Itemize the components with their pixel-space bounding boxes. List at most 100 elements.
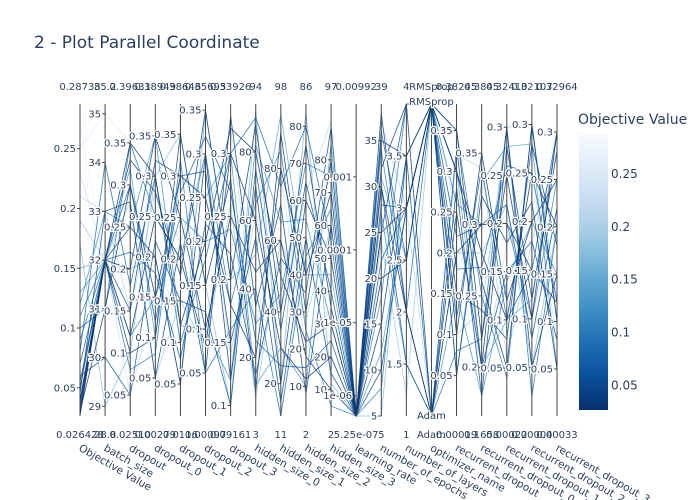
tick-label: 0.05 bbox=[179, 369, 201, 380]
axis-min-label: 0.00019 bbox=[436, 430, 477, 441]
tick-label: 0.35 bbox=[179, 106, 201, 117]
tick-label: 80 bbox=[264, 164, 277, 175]
axis-min-label: 0.026428 bbox=[56, 430, 104, 441]
tick-label: 1e-05 bbox=[323, 318, 352, 329]
tick-label: 0.15 bbox=[430, 289, 452, 300]
axis-max-label: 0.00992 bbox=[335, 82, 376, 93]
category-label: RMSprop bbox=[409, 97, 454, 108]
tick-label: 35 bbox=[365, 136, 378, 147]
axis-min-label: 0.00097 bbox=[185, 430, 226, 441]
tick-label: 29 bbox=[88, 402, 101, 413]
trial-line bbox=[79, 102, 558, 417]
tick-label: 10 bbox=[314, 385, 327, 396]
tick-label: 0.15 bbox=[104, 307, 126, 318]
tick-label: 0.05 bbox=[506, 363, 528, 374]
axis-min-label: Adam bbox=[417, 430, 446, 441]
axis-max-label: 98 bbox=[274, 82, 287, 93]
tick-label: 30 bbox=[314, 320, 327, 331]
tick-label: 0.3 bbox=[437, 167, 453, 178]
tick-label: 40 bbox=[264, 308, 277, 319]
tick-label: 0.1 bbox=[437, 330, 453, 341]
axis-max-label: 4 bbox=[403, 82, 409, 93]
tick-label: 0.05 bbox=[54, 383, 76, 394]
tick-label: 10 bbox=[365, 366, 378, 377]
tick-label: 0.2 bbox=[135, 252, 151, 263]
tick-label: 0.3 bbox=[512, 120, 528, 131]
trial-line bbox=[79, 102, 558, 417]
tick-label: 50 bbox=[314, 254, 327, 265]
tick-label: 0.15 bbox=[154, 296, 176, 307]
tick-label: 0.25 bbox=[506, 169, 528, 180]
tick-label: 31 bbox=[88, 304, 101, 315]
trial-line bbox=[79, 103, 558, 417]
tick-label: 0.15 bbox=[129, 293, 151, 304]
trial-line bbox=[79, 135, 558, 418]
tick-label: 30 bbox=[88, 353, 101, 364]
axis-max-label: 0.3845 bbox=[464, 82, 499, 93]
trial-line bbox=[79, 103, 558, 417]
tick-label: 0.1 bbox=[110, 349, 126, 360]
colorbar-tick-label: 0.1 bbox=[611, 326, 630, 340]
tick-label: 0.2 bbox=[110, 264, 126, 275]
tick-label: 0.2 bbox=[487, 219, 503, 230]
axis-min-label: 0.02510 bbox=[110, 430, 151, 441]
axis-min-label: 11 bbox=[274, 430, 287, 441]
tick-label: 0.1 bbox=[135, 333, 151, 344]
tick-label: 0.35 bbox=[455, 149, 477, 160]
tick-label: 0.1 bbox=[487, 315, 503, 326]
axis-max-label: 35.2 bbox=[94, 82, 116, 93]
tick-label: 60 bbox=[314, 221, 327, 232]
tick-label: 0.1 bbox=[211, 401, 227, 412]
tick-label: 0.05 bbox=[531, 364, 553, 375]
tick-label: 32 bbox=[88, 256, 101, 267]
trial-line bbox=[79, 103, 558, 417]
axis-min-label: 5.25e-07 bbox=[334, 430, 379, 441]
trial-line bbox=[79, 103, 558, 417]
tick-label: 0.001 bbox=[324, 172, 353, 183]
axis-max-label: 0.39631 bbox=[110, 82, 151, 93]
tick-label: 0.2 bbox=[211, 275, 227, 286]
tick-label: 0.25 bbox=[481, 171, 503, 182]
category-label: Adam bbox=[417, 411, 446, 422]
tick-label: 34 bbox=[88, 158, 101, 169]
tick-label: 0.15 bbox=[54, 264, 76, 275]
tick-label: 0.3 bbox=[161, 171, 177, 182]
tick-label: 15 bbox=[365, 320, 378, 331]
tick-label: 0.35 bbox=[154, 130, 176, 141]
axis-max-label: 0.38245 bbox=[436, 82, 477, 93]
axis-min-label: 0.0116 bbox=[163, 430, 198, 441]
colorbar-tick-label: 0.2 bbox=[611, 220, 630, 234]
axis-max-label: 0.28738 bbox=[59, 82, 100, 93]
tick-label: 0.05 bbox=[154, 380, 176, 391]
axis-max-label: RMSprop bbox=[409, 82, 454, 93]
axis-min-label: 0.00033 bbox=[536, 430, 577, 441]
tick-label: 0.2 bbox=[512, 217, 528, 228]
tick-label: 80 bbox=[239, 148, 252, 159]
tick-label: 60 bbox=[239, 216, 252, 227]
colorbar-tick-label: 0.05 bbox=[611, 379, 638, 393]
tick-label: 0.25 bbox=[430, 208, 452, 219]
tick-label: 0.2 bbox=[462, 363, 478, 374]
tick-label: 60 bbox=[264, 236, 277, 247]
tick-label: 0.05 bbox=[104, 391, 126, 402]
colorbar-tick-label: 0.15 bbox=[611, 273, 638, 287]
tick-label: 3.5 bbox=[386, 152, 402, 163]
axis-min-label: 0.09161 bbox=[210, 430, 251, 441]
tick-label: 0.1 bbox=[186, 325, 202, 336]
tick-label: 25 bbox=[365, 228, 378, 239]
chart-title: 2 - Plot Parallel Coordinate bbox=[34, 33, 260, 53]
tick-label: 0.05 bbox=[129, 373, 151, 384]
tick-label: 0.25 bbox=[455, 291, 477, 302]
axis-min-label: 3 bbox=[253, 430, 259, 441]
tick-label: 0.35 bbox=[104, 138, 126, 149]
tick-label: 60 bbox=[289, 196, 302, 207]
tick-label: 3 bbox=[396, 204, 402, 215]
tick-label: 0.35 bbox=[129, 131, 151, 142]
tick-label: 2.5 bbox=[386, 256, 402, 267]
tick-label: 0.25 bbox=[531, 175, 553, 186]
trial-line bbox=[79, 103, 558, 417]
tick-label: 0.1 bbox=[161, 338, 177, 349]
tick-label: 0.25 bbox=[104, 222, 126, 233]
tick-label: 50 bbox=[289, 233, 302, 244]
tick-label: 1.5 bbox=[386, 360, 402, 371]
